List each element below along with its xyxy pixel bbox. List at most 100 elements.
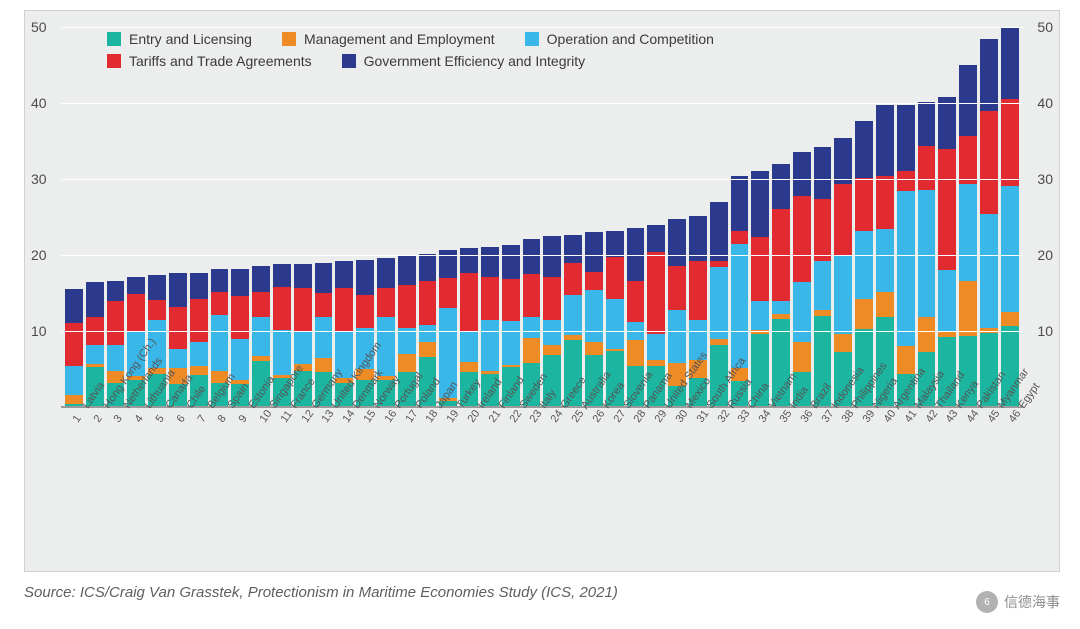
x-axis-labels: 1 Latvia2 Hong Kong (Ch.)3 Netherlands4 … bbox=[61, 409, 1023, 569]
bar-segment-mgmt bbox=[1001, 312, 1019, 326]
x-label-col: 46 Egypt bbox=[1001, 409, 1019, 569]
bar-segment-mgmt bbox=[959, 281, 977, 336]
bar-segment-gov bbox=[377, 258, 395, 288]
bar-column bbox=[918, 27, 936, 407]
bars-container bbox=[61, 27, 1023, 407]
y-tick-label: 30 bbox=[31, 172, 47, 186]
bar-segment-oper bbox=[211, 315, 229, 371]
bar-segment-mgmt bbox=[897, 346, 915, 373]
bar-segment-gov bbox=[834, 138, 852, 184]
bar-column bbox=[439, 27, 457, 407]
bar-segment-oper bbox=[585, 290, 603, 342]
bar-segment-oper bbox=[523, 317, 541, 338]
gridline bbox=[61, 331, 1023, 332]
bar-segment-gov bbox=[876, 105, 894, 176]
bar-column bbox=[65, 27, 83, 407]
x-label-col: 20 Ireland bbox=[460, 409, 478, 569]
x-label-col: 7 Belgium bbox=[190, 409, 208, 569]
bar-segment-mgmt bbox=[855, 299, 873, 329]
bar-segment-tariff bbox=[523, 274, 541, 317]
x-label-col: 10 Singapore bbox=[252, 409, 270, 569]
bar-segment-gov bbox=[855, 121, 873, 177]
x-label-col: 40 Argentina bbox=[876, 409, 894, 569]
bar-segment-gov bbox=[772, 164, 790, 210]
bar-column bbox=[502, 27, 520, 407]
bar-segment-mgmt bbox=[627, 340, 645, 366]
bar-column bbox=[419, 27, 437, 407]
bar-segment-gov bbox=[647, 225, 665, 252]
bar-column bbox=[273, 27, 291, 407]
bar-column bbox=[959, 27, 977, 407]
bar-segment-gov bbox=[585, 232, 603, 272]
bar-segment-oper bbox=[710, 267, 728, 338]
bar-segment-gov bbox=[564, 235, 582, 264]
bar-segment-oper bbox=[481, 320, 499, 372]
bar-segment-mgmt bbox=[398, 354, 416, 372]
bar-column bbox=[460, 27, 478, 407]
x-label-col: 24 Greece bbox=[543, 409, 561, 569]
bar-column bbox=[668, 27, 686, 407]
bar-column bbox=[86, 27, 104, 407]
x-label-col: 38 Philippines bbox=[834, 409, 852, 569]
bar-segment-mgmt bbox=[190, 366, 208, 375]
bar-segment-gov bbox=[273, 264, 291, 287]
x-label-col: 41 Malaysia bbox=[897, 409, 915, 569]
bar-segment-mgmt bbox=[523, 338, 541, 363]
bar-segment-oper bbox=[231, 339, 249, 380]
bar-column bbox=[564, 27, 582, 407]
chart-container: Entry and LicensingManagement and Employ… bbox=[24, 10, 1060, 572]
bar-segment-tariff bbox=[315, 293, 333, 317]
bar-segment-gov bbox=[918, 102, 936, 146]
x-label-col: 13 United Kingdom bbox=[315, 409, 333, 569]
y-tick-label: 50 bbox=[31, 20, 47, 34]
x-label-col: 15 Norway bbox=[356, 409, 374, 569]
bar-segment-mgmt bbox=[793, 342, 811, 372]
bar-segment-tariff bbox=[731, 231, 749, 245]
bar-segment-gov bbox=[190, 273, 208, 299]
bar-column bbox=[190, 27, 208, 407]
bar-segment-gov bbox=[211, 269, 229, 292]
bar-segment-tariff bbox=[231, 296, 249, 339]
bar-segment-tariff bbox=[481, 277, 499, 320]
bar-segment-gov bbox=[502, 245, 520, 278]
bar-segment-gov bbox=[419, 254, 437, 281]
bar-segment-gov bbox=[1001, 27, 1019, 99]
x-label-col: 9 Estonia bbox=[231, 409, 249, 569]
bar-segment-oper bbox=[107, 345, 125, 371]
bar-segment-tariff bbox=[439, 278, 457, 308]
bar-segment-tariff bbox=[980, 111, 998, 214]
bar-segment-tariff bbox=[564, 263, 582, 295]
bar-segment-gov bbox=[481, 247, 499, 277]
bar-segment-oper bbox=[897, 191, 915, 346]
x-label-col: 43 Kenya bbox=[938, 409, 956, 569]
bar-segment-oper bbox=[419, 325, 437, 342]
bar-segment-oper bbox=[86, 345, 104, 365]
bar-segment-gov bbox=[356, 260, 374, 295]
x-label-col: 4 Lithuania bbox=[127, 409, 145, 569]
bar-segment-tariff bbox=[793, 196, 811, 283]
bar-segment-tariff bbox=[814, 199, 832, 261]
x-label-col: 12 Germany bbox=[294, 409, 312, 569]
watermark: 6 信德海事 bbox=[976, 591, 1060, 613]
bar-column bbox=[335, 27, 353, 407]
bar-column bbox=[107, 27, 125, 407]
y-tick-label: 40 bbox=[1037, 96, 1053, 110]
bar-segment-mgmt bbox=[918, 317, 936, 352]
y-tick-label: 20 bbox=[1037, 248, 1053, 262]
bar-segment-oper bbox=[543, 320, 561, 346]
bar-column bbox=[585, 27, 603, 407]
bar-segment-tariff bbox=[668, 266, 686, 310]
y-tick-label: 10 bbox=[1037, 324, 1053, 338]
x-label-col: 3 Netherlands bbox=[107, 409, 125, 569]
bar-column bbox=[481, 27, 499, 407]
bar-segment-tariff bbox=[834, 184, 852, 255]
bar-segment-gov bbox=[148, 275, 166, 300]
x-label-col: 36 Brazil bbox=[793, 409, 811, 569]
bar-segment-gov bbox=[731, 176, 749, 231]
bar-segment-gov bbox=[897, 105, 915, 172]
y-tick-label: 20 bbox=[31, 248, 47, 262]
bar-segment-oper bbox=[460, 332, 478, 362]
x-label-col: 33 China bbox=[731, 409, 749, 569]
watermark-text: 信德海事 bbox=[1004, 592, 1060, 612]
bar-segment-tariff bbox=[959, 136, 977, 183]
